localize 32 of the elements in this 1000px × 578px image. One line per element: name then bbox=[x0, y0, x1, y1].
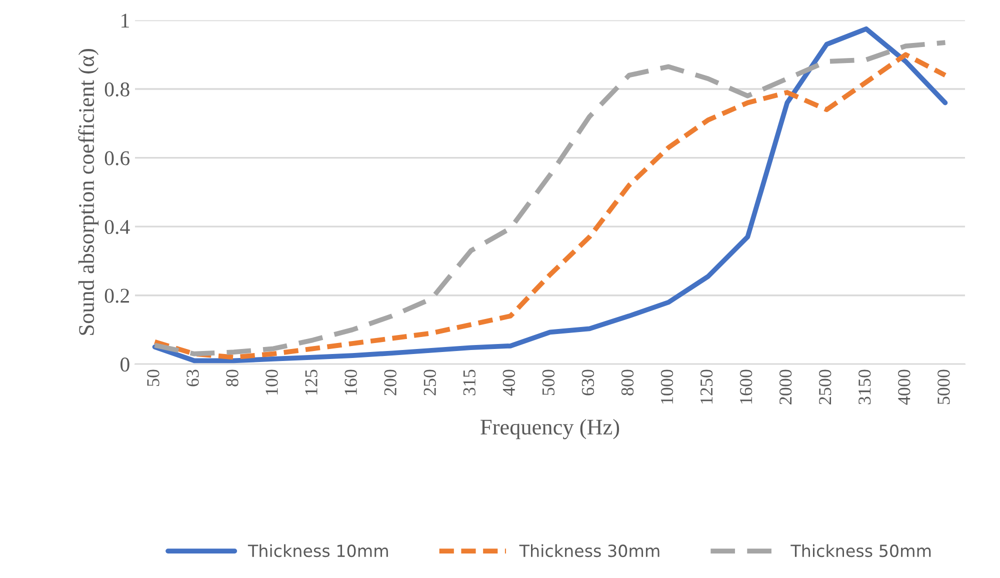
x-tick-label: 1600 bbox=[740, 370, 752, 404]
legend-label: Thickness 10mm bbox=[248, 544, 388, 558]
x-tick-label: 200 bbox=[384, 370, 396, 396]
x-tick-label: 5000 bbox=[938, 370, 950, 404]
legend-label: Thickness 50mm bbox=[790, 544, 931, 558]
y-tick-label: 0.4 bbox=[104, 220, 130, 234]
y-tick-label: 0 bbox=[120, 358, 130, 372]
x-tick-label: 125 bbox=[305, 370, 318, 394]
x-axis-title: Frequency (Hz) bbox=[480, 419, 620, 440]
x-tick-label: 3150 bbox=[858, 370, 871, 404]
y-tick-label: 0.6 bbox=[104, 151, 130, 166]
x-tick-label: 800 bbox=[621, 370, 634, 396]
y-axis-title: Sound absorption coefficient (α) bbox=[78, 48, 99, 335]
y-tick-label: 1 bbox=[122, 14, 129, 28]
x-tick-label: 100 bbox=[266, 370, 278, 394]
x-tick-label: 80 bbox=[226, 370, 238, 386]
x-tick-label: 2500 bbox=[819, 370, 832, 404]
y-tick-label: 0.8 bbox=[104, 82, 130, 97]
x-tick-label: 1250 bbox=[700, 370, 713, 404]
x-tick-label: 250 bbox=[424, 370, 436, 396]
x-tick-label: 50 bbox=[147, 370, 160, 386]
x-tick-label: 315 bbox=[463, 370, 476, 396]
x-tick-label: 1000 bbox=[660, 370, 674, 404]
x-tick-label: 63 bbox=[186, 370, 199, 386]
x-tick-label: 2000 bbox=[779, 370, 792, 404]
legend-label: Thickness 30mm bbox=[519, 544, 660, 558]
x-tick-label: 4000 bbox=[898, 370, 910, 405]
x-tick-label: 400 bbox=[502, 370, 515, 396]
x-tick-label: 630 bbox=[582, 370, 594, 396]
y-tick-label: 0.2 bbox=[104, 288, 129, 303]
x-tick-label: 500 bbox=[542, 370, 555, 396]
x-tick-label: 160 bbox=[344, 370, 357, 394]
